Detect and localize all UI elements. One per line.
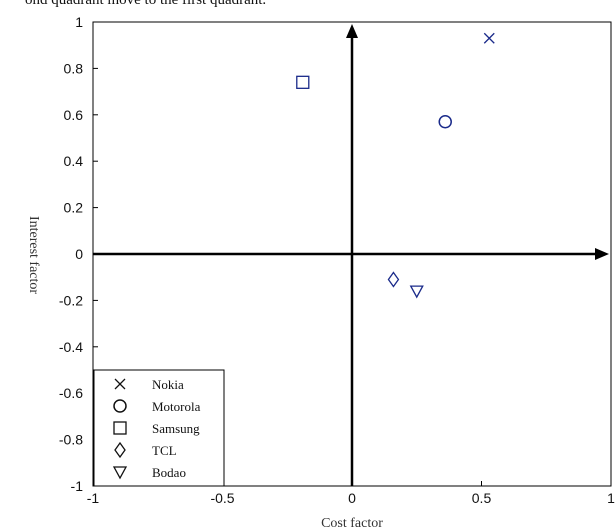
legend-x-icon [114,378,126,390]
legend-label-motorola: Motorola [152,399,201,414]
point-tcl-diamond-icon [387,271,400,288]
y-axis-arrow-icon [346,24,358,38]
y-axis-title: Interest factor [26,216,41,294]
x-tick-label: -0.5 [210,490,234,506]
legend: Nokia Motorola Samsung TCL Bodao [93,369,225,487]
y-tick-label: 0.2 [64,200,84,216]
legend-label-samsung: Samsung [152,421,200,436]
center-axes [93,24,609,486]
figure-caption: ond quadrant move to the first quadrant. [25,0,266,8]
y-tick-label: 0.8 [64,60,84,76]
y-tick-label: -0.4 [59,339,83,355]
x-tick-label: -1 [87,490,100,506]
legend-square-icon [113,421,127,435]
y-tick-label: 1 [75,14,83,30]
legend-diamond-icon [114,441,126,459]
x-tick-label: 0.5 [472,490,492,506]
legend-label-tcl: TCL [152,443,177,458]
x-axis-arrow-icon [595,248,609,260]
y-tick-label: -0.8 [59,432,83,448]
x-tick-label: 1 [607,490,615,506]
y-tick-labels: 1 0.8 0.6 0.4 0.2 0 -0.2 -0.4 -0.6 -0.8 -1 [59,14,98,494]
x-axis-title: Cost factor [321,516,383,531]
x-tick-label: 0 [348,490,356,506]
legend-triangle-down-icon [112,466,128,480]
point-bodao-triangle-down-icon [409,285,424,299]
legend-label-bodao: Bodao [152,465,186,480]
y-tick-label: 0.6 [64,107,84,123]
point-nokia-x-icon [483,32,495,44]
point-samsung-square-icon [296,75,310,89]
y-tick-label: -0.6 [59,385,83,401]
y-tick-label: -0.2 [59,292,83,308]
legend-label-nokia: Nokia [152,377,184,392]
data-points [296,32,495,299]
legend-circle-icon [113,399,127,413]
y-tick-label: -1 [71,478,84,494]
y-tick-label: 0 [75,246,83,262]
y-tick-label: 0.4 [64,153,84,169]
point-motorola-circle-icon [438,115,452,129]
x-tick-labels: -1 -0.5 0 0.5 1 [87,481,615,506]
